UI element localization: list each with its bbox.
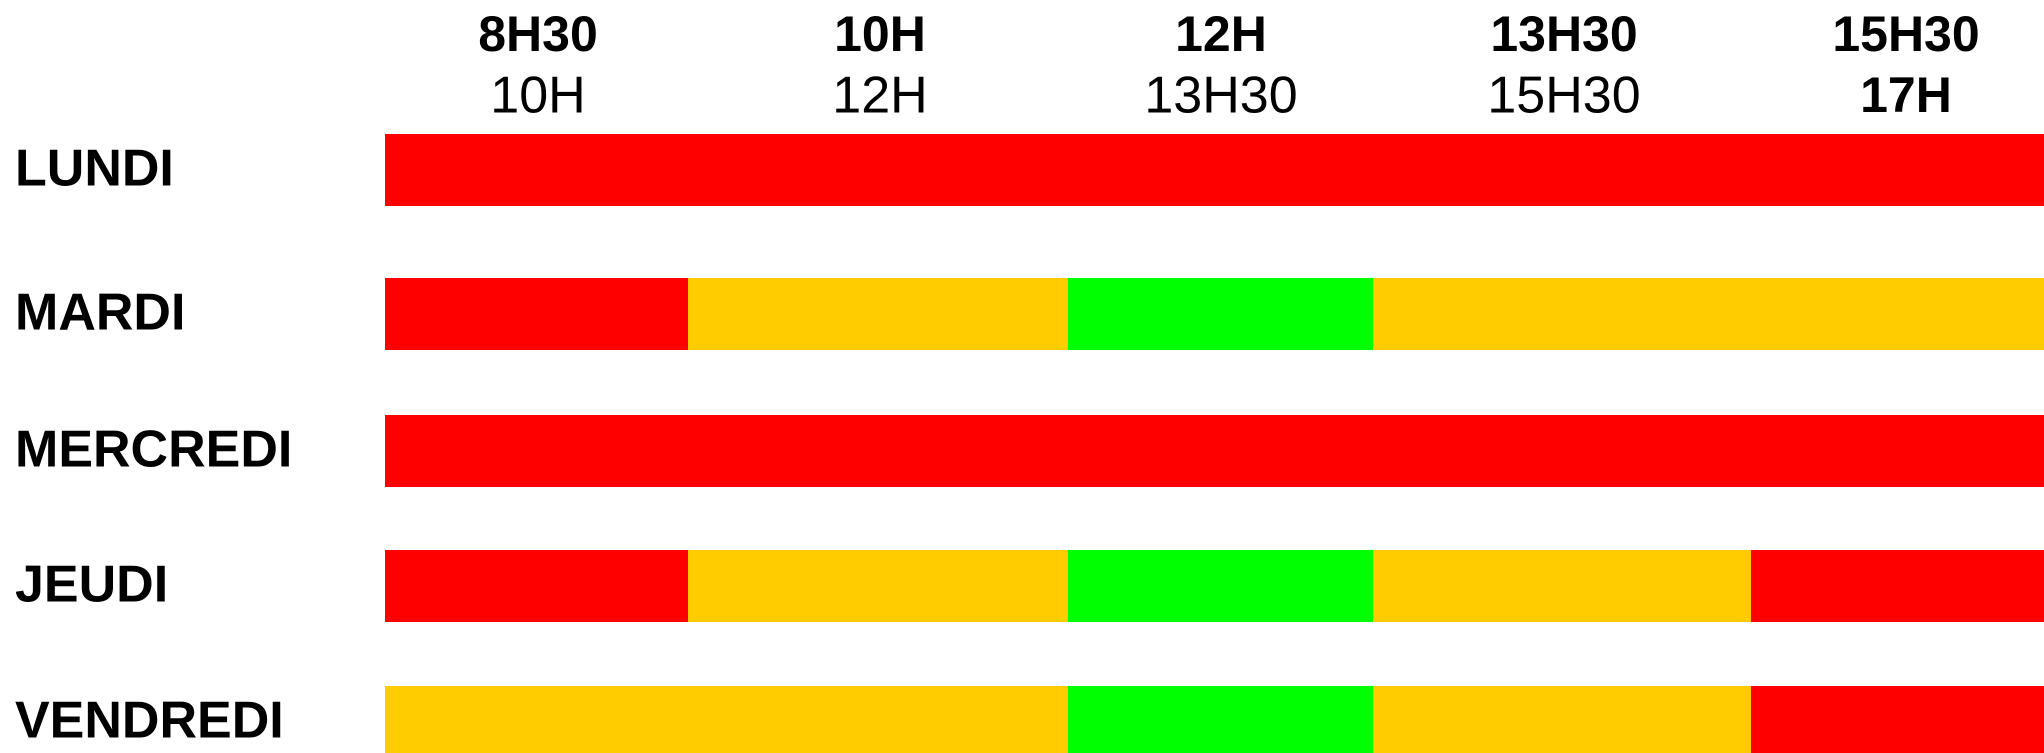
slot [1373,134,1751,206]
slot-start: 12H [1175,6,1267,62]
slot [1751,686,2044,753]
day-label: JEUDI [15,556,168,614]
slot-start: 8H30 [478,6,598,62]
slot [1373,686,1751,753]
slot-end: 17H [1860,67,1952,123]
slot-start: 15H30 [1832,6,1979,62]
slot [688,134,1068,206]
slot [1751,134,2044,206]
slot [1068,550,1373,622]
slot [385,550,688,622]
slot-start: 13H30 [1490,6,1637,62]
day-label: MERCREDI [15,421,292,479]
slot [688,550,1068,622]
slot [688,278,1068,350]
slot [1068,686,1373,753]
slot [688,686,1068,753]
slot [1373,415,1751,487]
slot-end: 12H [832,67,927,125]
slot [1751,415,2044,487]
slot-start: 10H [834,6,926,62]
slot [385,415,688,487]
slot [385,278,688,350]
day-label: MARDI [15,284,185,342]
slot [1751,278,2044,350]
slot [1373,550,1751,622]
day-label: VENDREDI [15,692,284,750]
slot [1373,278,1751,350]
slot-end: 15H30 [1487,67,1640,125]
slot [385,686,688,753]
slot [1068,278,1373,350]
slot [385,134,688,206]
slot [1751,550,2044,622]
slot-end: 13H30 [1144,67,1297,125]
day-label: LUNDI [15,140,174,198]
slot [688,415,1068,487]
slot-end: 10H [490,67,585,125]
slot [1068,415,1373,487]
slot [1068,134,1373,206]
